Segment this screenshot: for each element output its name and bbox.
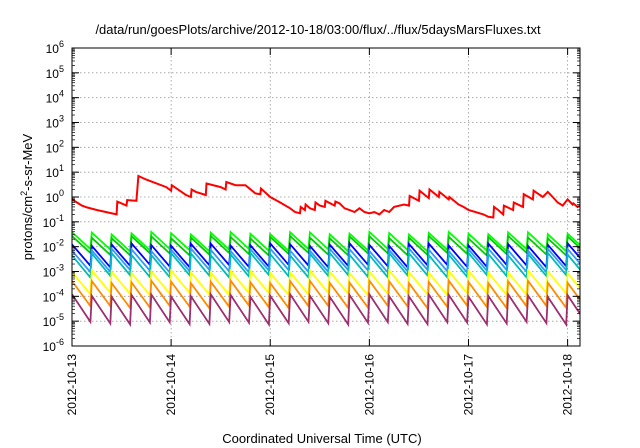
series-line	[72, 246, 580, 275]
x-tick-label: 2012-10-13	[65, 354, 79, 416]
series-line	[72, 278, 580, 311]
y-tick-label: 102	[46, 138, 64, 155]
y-tick-label: 10-1	[43, 213, 64, 230]
y-tick-label: 10-5	[43, 312, 64, 329]
series-line	[72, 241, 580, 270]
y-tick-label: 105	[46, 64, 64, 81]
y-axis: 10-6 10-5 10-4 10-3 10-2 10-1 100 101 102 103 104 1…	[43, 39, 580, 354]
series-group	[72, 174, 580, 328]
x-axis-label: Coordinated Universal Time (UTC)	[222, 431, 421, 446]
y-tick-label: 104	[46, 89, 64, 106]
x-tick-label: 2012-10-16	[362, 354, 376, 416]
y-tick-label: 10-4	[43, 287, 64, 304]
x-tick-label: 2012-10-14	[164, 354, 178, 416]
series-line	[72, 250, 580, 280]
grid	[72, 48, 580, 346]
y-tick-label: 10-6	[43, 337, 64, 354]
y-tick-label: 10-3	[43, 263, 64, 280]
y-tick-label: 100	[46, 188, 64, 205]
y-tick-label: 106	[46, 39, 64, 56]
chart-title: /data/run/goesPlots/archive/2012-10-18/0…	[95, 22, 541, 37]
series-line	[72, 291, 580, 328]
y-tick-label: 10-2	[43, 238, 64, 255]
y-tick-label: 101	[46, 163, 64, 180]
series-line	[72, 229, 580, 254]
series-line	[72, 233, 580, 258]
y-axis-label: protons/cm2-s-sr-MeV	[19, 133, 35, 260]
series-line	[72, 174, 580, 219]
x-tick-label: 2012-10-18	[561, 354, 575, 416]
series-line	[72, 268, 580, 298]
x-tick-label: 2012-10-15	[263, 354, 277, 416]
x-tick-label: 2012-10-17	[461, 354, 475, 416]
x-axis: 2012-10-13 2012-10-14 2012-10-15 2012-10-16…	[65, 48, 575, 415]
y-tick-label: 103	[46, 114, 64, 131]
